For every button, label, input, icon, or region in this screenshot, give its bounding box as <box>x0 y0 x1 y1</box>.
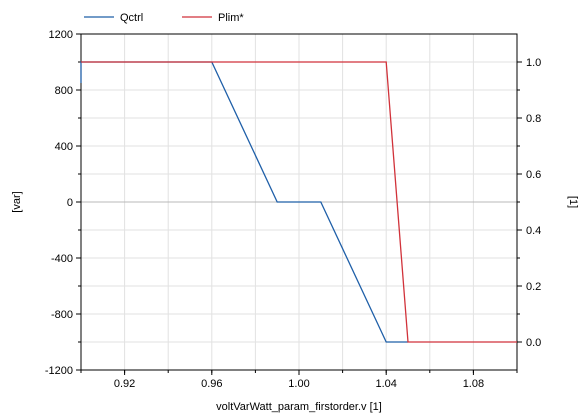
y-left-tick-label: 0 <box>67 197 73 209</box>
x-axis-label: voltVarWatt_param_firstorder.v [1] <box>216 401 382 413</box>
y-right-tick-label: 0.8 <box>526 113 541 125</box>
y-left-tick-label: 400 <box>55 141 73 153</box>
y-right-tick-label: 1.0 <box>526 57 541 69</box>
x-tick-label: 1.08 <box>463 378 484 390</box>
y-right-tick-label: 0.6 <box>526 169 541 181</box>
y-right-axis-label: [1] <box>567 196 579 208</box>
y-left-axis-label: [var] <box>11 191 23 212</box>
x-tick-label: 1.00 <box>288 378 309 390</box>
legend-label: Plim* <box>218 12 244 24</box>
y-left-axis-ticks: 1200 800 400 0 -400 -800 -1200 <box>45 29 81 377</box>
series-group <box>80 61 517 343</box>
legend: Qctrl Plim* <box>84 12 244 24</box>
y-right-axis-ticks: 1.0 0.8 0.6 0.4 0.2 0.0 <box>517 57 541 349</box>
y-left-tick-label: -1200 <box>45 365 73 377</box>
x-axis-ticks: 0.92 0.96 1.00 1.04 1.08 <box>80 370 518 390</box>
x-tick-label: 0.92 <box>114 378 135 390</box>
y-left-tick-label: -800 <box>51 309 73 321</box>
y-right-tick-label: 0.2 <box>526 281 541 293</box>
legend-label: Qctrl <box>120 12 143 24</box>
x-tick-label: 1.04 <box>375 378 396 390</box>
y-left-tick-label: -400 <box>51 253 73 265</box>
y-left-tick-label: 1200 <box>49 29 73 41</box>
y-right-tick-label: 0.4 <box>526 225 541 237</box>
series-line-plim <box>81 61 517 343</box>
x-tick-label: 0.96 <box>201 378 222 390</box>
y-right-tick-label: 0.0 <box>526 337 541 349</box>
y-left-tick-label: 800 <box>55 85 73 97</box>
